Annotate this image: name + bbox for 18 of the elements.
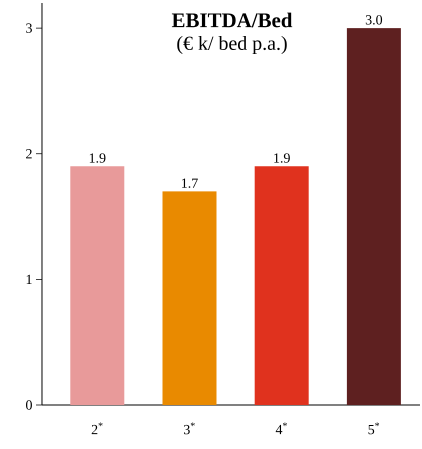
bar	[162, 191, 216, 405]
y-tick-label: 1	[26, 274, 32, 284]
y-tick-label: 0	[26, 400, 32, 410]
data-label: 1.9	[90, 153, 106, 163]
x-tick-label: 3$^{*}$	[184, 422, 195, 434]
x-tick-label: 2$^{*}$	[92, 422, 103, 434]
y-tick-label: 3	[26, 23, 32, 33]
bar	[254, 166, 309, 405]
data-label: 1.9	[274, 153, 290, 163]
bar	[346, 28, 401, 405]
x-tick-label: 4$^{*}$	[276, 422, 287, 434]
data-label: 1.7	[182, 178, 198, 188]
x-tick-label: 5$^{*}$	[368, 422, 380, 434]
text: (€ k/ bed p.a.)	[177, 36, 287, 54]
y-tick-label: 2	[26, 149, 32, 158]
data-label: 3.0	[366, 15, 382, 25]
bar	[70, 166, 124, 405]
chart-title: EBITDA/Bed	[172, 12, 292, 28]
